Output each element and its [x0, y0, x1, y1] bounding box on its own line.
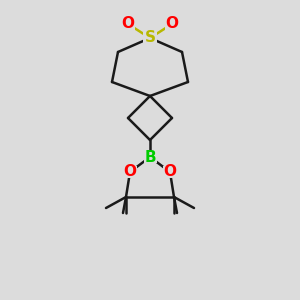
Bar — [163, 166, 177, 178]
Text: S: S — [145, 31, 155, 46]
Bar — [121, 18, 135, 30]
Bar — [143, 32, 157, 44]
Bar — [165, 18, 179, 30]
Text: O: O — [166, 16, 178, 32]
Bar — [123, 166, 137, 178]
Bar — [143, 152, 157, 163]
Text: O: O — [124, 164, 136, 179]
Text: O: O — [122, 16, 134, 32]
Text: O: O — [164, 164, 176, 179]
Text: B: B — [144, 149, 156, 164]
